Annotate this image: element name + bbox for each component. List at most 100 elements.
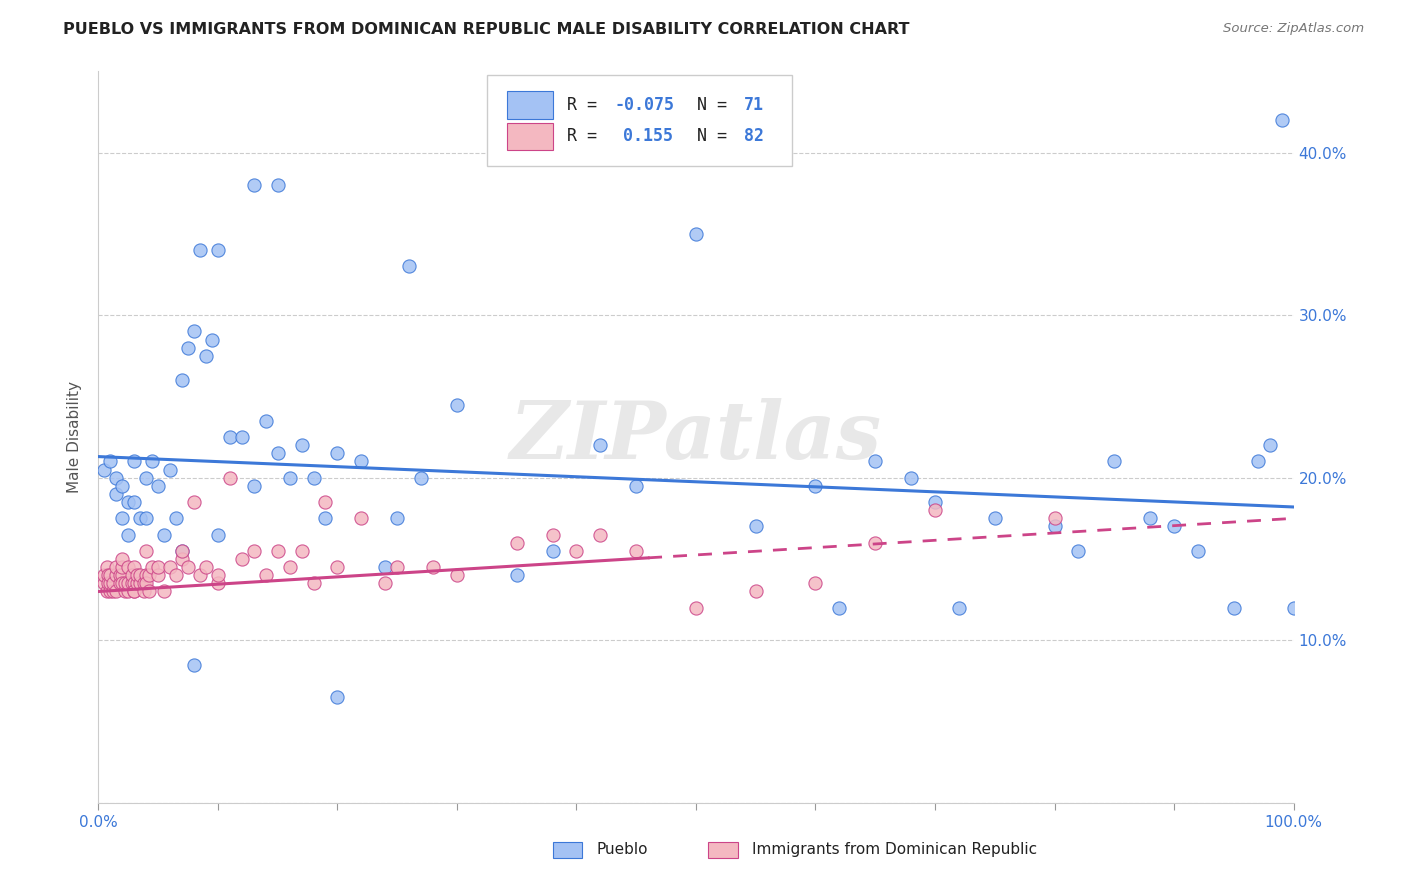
Point <box>148 568 170 582</box>
Point <box>446 398 468 412</box>
Point <box>93 568 115 582</box>
Point <box>948 600 970 615</box>
Point <box>108 576 131 591</box>
Point <box>541 527 564 541</box>
Point <box>315 495 337 509</box>
Text: N =: N = <box>676 128 737 145</box>
Point <box>125 576 148 591</box>
Point <box>745 519 768 533</box>
Point <box>129 568 152 582</box>
Point <box>96 584 118 599</box>
Point <box>291 438 314 452</box>
Point <box>111 511 134 525</box>
Point <box>1139 511 1161 525</box>
Point <box>1043 511 1066 525</box>
Point <box>243 479 266 493</box>
Point <box>165 511 187 525</box>
Point <box>97 576 120 591</box>
Point <box>326 560 349 574</box>
Point <box>125 568 148 582</box>
Point <box>207 576 229 591</box>
Point <box>172 552 194 566</box>
Point <box>172 373 194 387</box>
Text: N =: N = <box>676 96 737 114</box>
Point <box>254 414 277 428</box>
Point <box>129 576 152 591</box>
Point <box>135 568 157 582</box>
Point <box>114 584 136 599</box>
Point <box>105 584 128 599</box>
Point <box>93 462 115 476</box>
Point <box>900 471 922 485</box>
Point <box>1104 454 1126 468</box>
Point <box>1043 519 1066 533</box>
Point <box>183 325 205 339</box>
Point <box>626 544 648 558</box>
Point <box>326 690 349 705</box>
Point <box>398 260 420 274</box>
Point <box>111 576 134 591</box>
Y-axis label: Male Disability: Male Disability <box>67 381 83 493</box>
Point <box>138 584 160 599</box>
Point <box>924 503 946 517</box>
Point <box>101 576 124 591</box>
Point <box>984 511 1007 525</box>
Point <box>506 568 529 582</box>
Text: Pueblo: Pueblo <box>596 842 648 857</box>
Point <box>135 576 157 591</box>
Point <box>165 568 187 582</box>
Point <box>828 600 851 615</box>
Point <box>183 657 205 672</box>
Point <box>278 560 301 574</box>
Point <box>121 568 143 582</box>
Point <box>117 527 139 541</box>
Point <box>105 471 128 485</box>
Point <box>685 227 707 241</box>
Point <box>804 576 827 591</box>
Point <box>135 511 157 525</box>
Point <box>804 479 827 493</box>
Point <box>207 243 229 257</box>
Point <box>315 511 337 525</box>
Point <box>745 584 768 599</box>
Point <box>1282 600 1305 615</box>
Point <box>1258 438 1281 452</box>
Point <box>96 560 118 574</box>
Point <box>302 471 325 485</box>
Point <box>195 349 218 363</box>
Point <box>1247 454 1270 468</box>
Point <box>422 560 444 574</box>
Point <box>541 544 564 558</box>
Point <box>111 568 134 582</box>
Point <box>374 576 396 591</box>
Point <box>117 495 139 509</box>
Point <box>1067 544 1090 558</box>
Point <box>183 495 205 509</box>
Text: Source: ZipAtlas.com: Source: ZipAtlas.com <box>1223 22 1364 36</box>
Point <box>924 495 946 509</box>
Point <box>385 560 409 574</box>
Point <box>111 552 134 566</box>
Point <box>1223 600 1246 615</box>
Text: 71: 71 <box>744 96 763 114</box>
Text: -0.075: -0.075 <box>614 96 675 114</box>
Text: ZIPatlas: ZIPatlas <box>510 399 882 475</box>
Point <box>1163 519 1185 533</box>
Text: R =: R = <box>567 128 617 145</box>
Point <box>129 511 152 525</box>
Point <box>138 568 160 582</box>
Point <box>219 430 242 444</box>
Point <box>132 584 155 599</box>
Point <box>243 178 266 193</box>
Point <box>1271 113 1294 128</box>
Point <box>626 479 648 493</box>
Point <box>177 560 200 574</box>
Point <box>385 511 409 525</box>
FancyBboxPatch shape <box>508 91 553 119</box>
FancyBboxPatch shape <box>508 122 553 151</box>
Point <box>121 576 143 591</box>
Point <box>124 576 146 591</box>
Point <box>302 576 325 591</box>
Point <box>159 560 181 574</box>
Point <box>374 560 396 574</box>
